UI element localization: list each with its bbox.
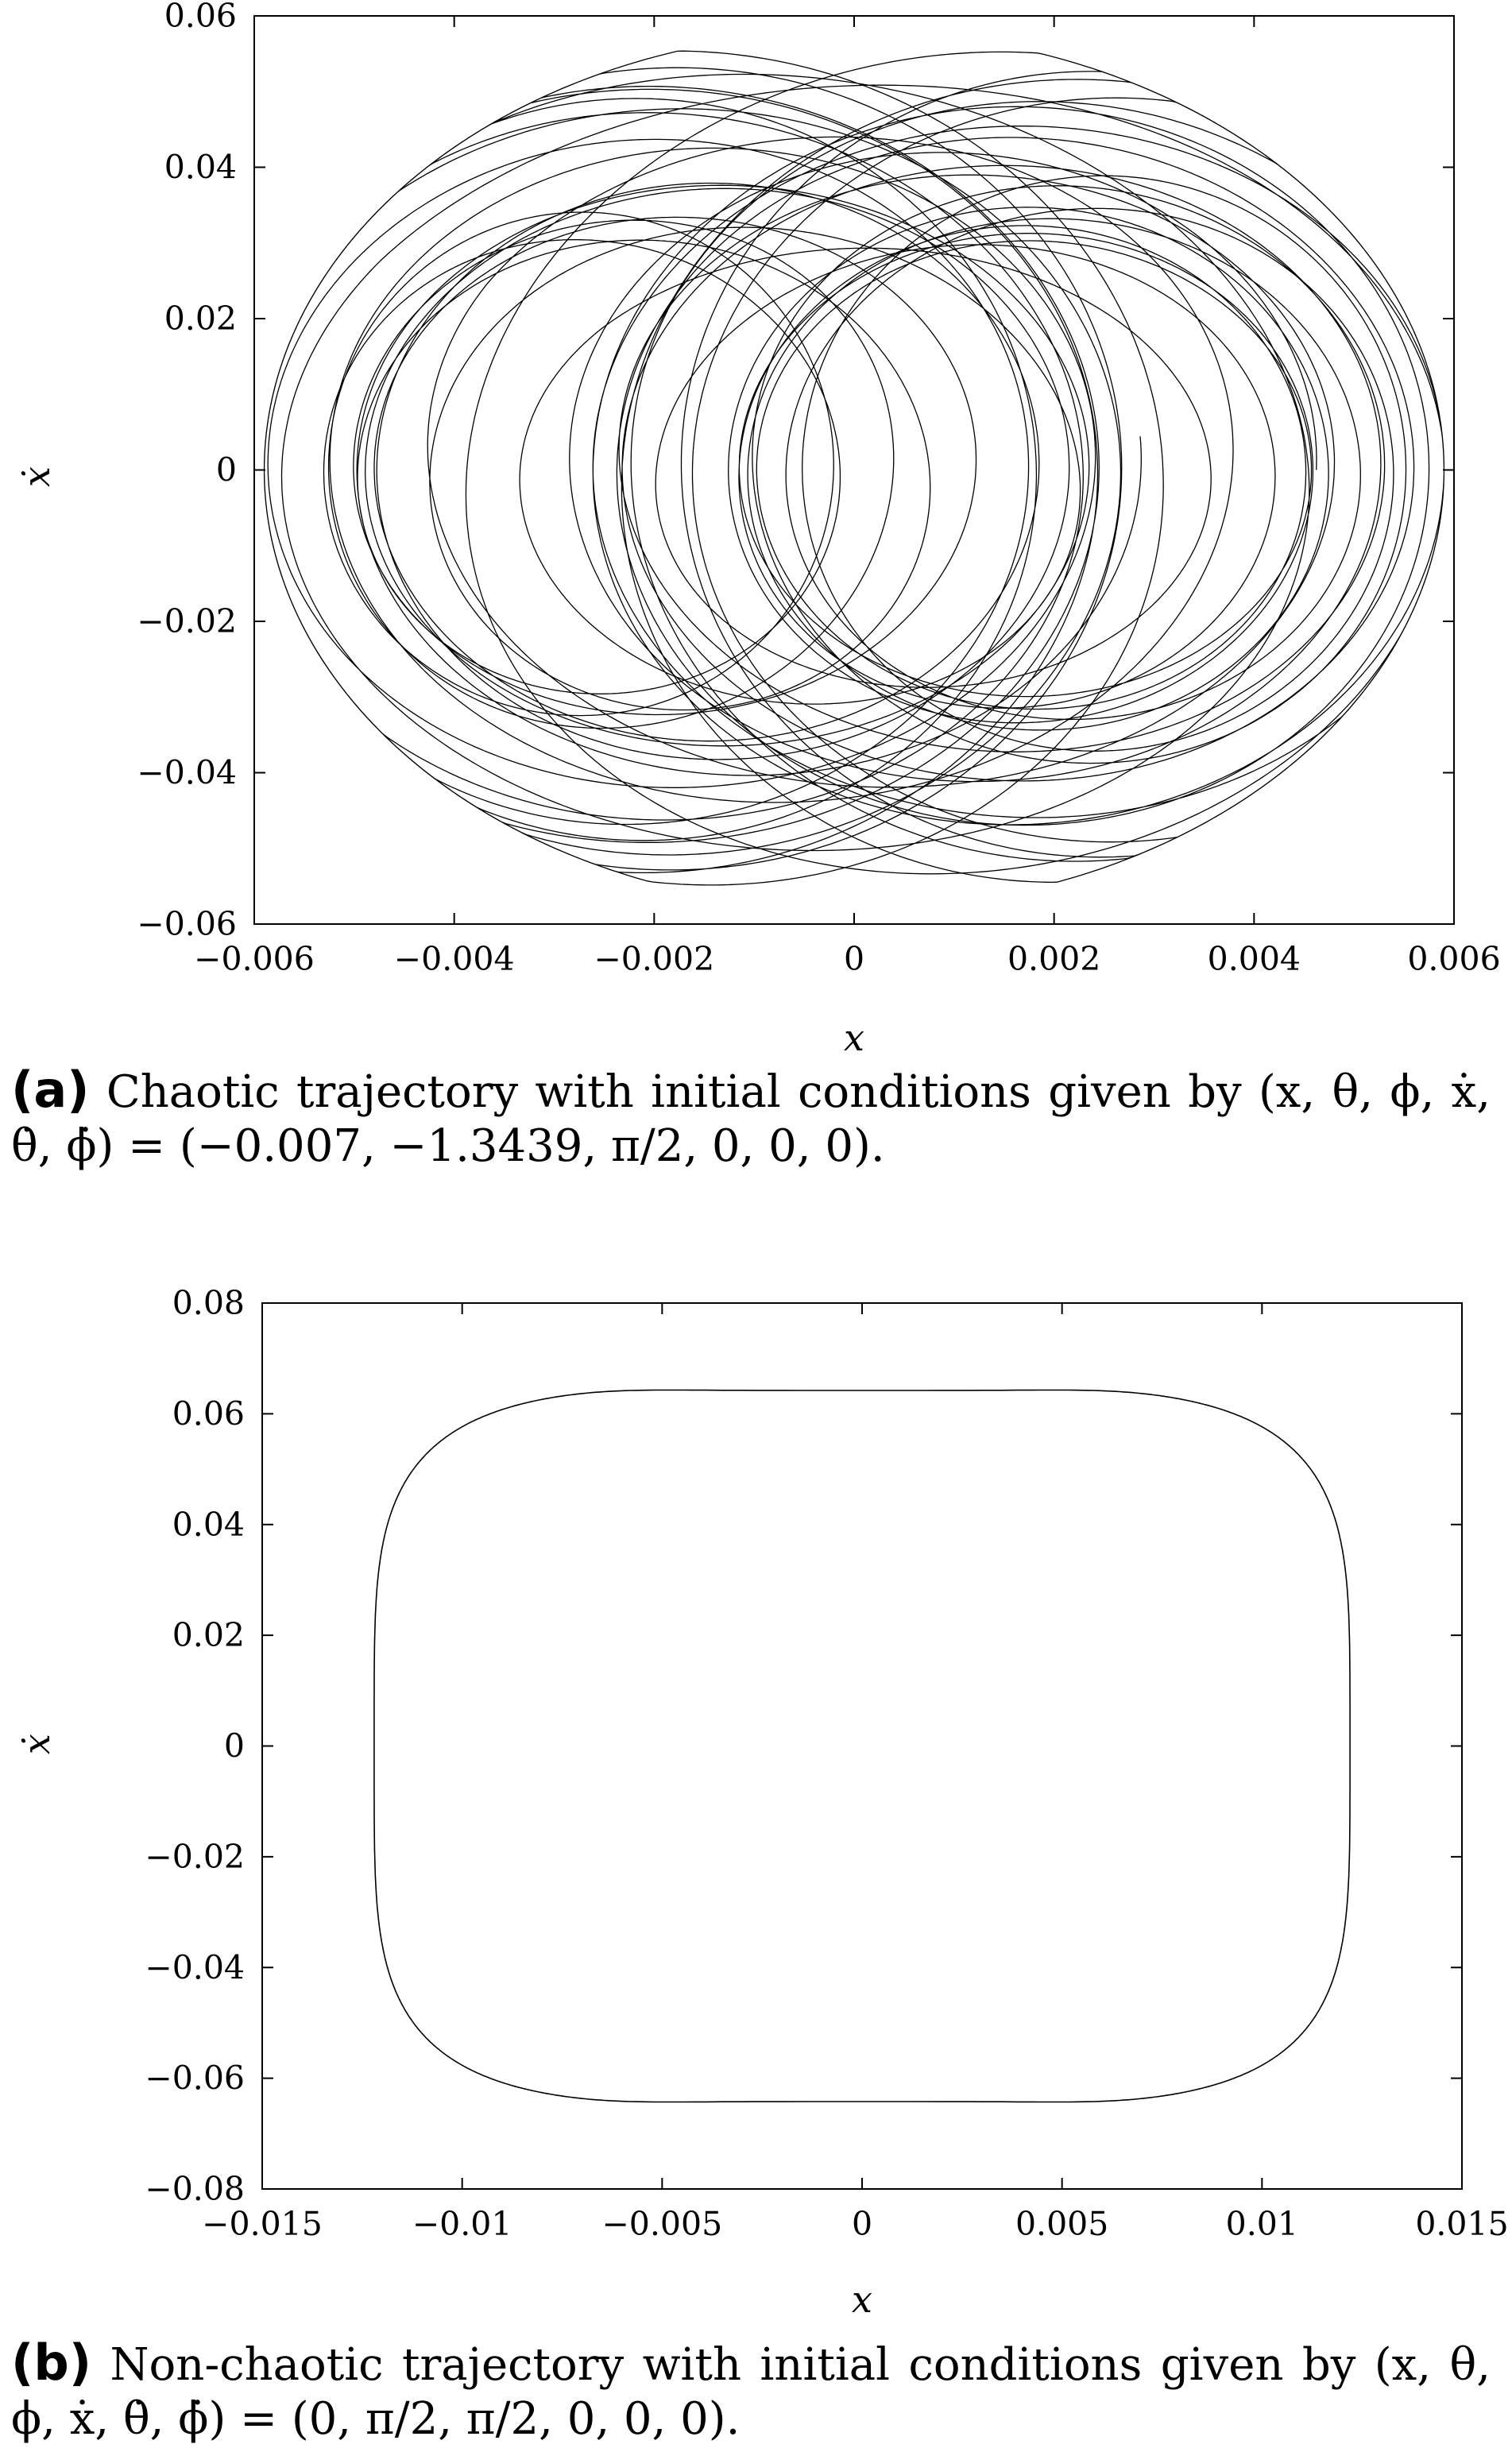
y-axis-label: ẋ (15, 466, 58, 487)
chart-b: −0.015 −0.01 −0.005 0 0.005 0.01 0.015 −0.08−0… (15, 1284, 1509, 2321)
x-ticks: −0.006 −0.004 −0.002 0 0.002 0.004 0.006 (194, 16, 1501, 978)
chart-a: −0.006 −0.004 −0.002 0 0.002 0.004 0.006 −0.06… (15, 0, 1501, 1057)
caption-a: (a) Chaotic trajectory with initial cond… (11, 1063, 1491, 1174)
y-tick-label: −0.08 (145, 2170, 245, 2208)
y-tick-label: −0.06 (145, 2059, 245, 2098)
y-tick-label: 0.08 (172, 1284, 245, 1322)
y-tick-label: 0 (216, 451, 237, 489)
y-tick-label: 0.04 (172, 1506, 245, 1544)
caption-text-a: Chaotic trajectory with initial conditio… (11, 1066, 1491, 1172)
x-tick-label: 0.015 (1415, 2205, 1508, 2243)
x-tick-label: 0.005 (1015, 2205, 1108, 2243)
x-tick-label: −0.006 (194, 940, 315, 978)
x-tick-label: −0.005 (601, 2205, 722, 2243)
y-axis-label: ẋ (15, 1734, 58, 1754)
trajectory (263, 50, 1445, 886)
trajectory-path (263, 50, 1445, 886)
trajectory (373, 1389, 1351, 2103)
x-tick-label: 0.004 (1208, 940, 1301, 978)
x-axis-label: x (852, 2278, 872, 2321)
x-tick-label: −0.015 (202, 2205, 323, 2243)
y-tick-label: 0.06 (172, 1394, 245, 1433)
x-tick-label: −0.01 (412, 2205, 512, 2243)
x-tick-label: 0.006 (1407, 940, 1500, 978)
x-tick-label: −0.002 (594, 940, 714, 978)
y-ticks: −0.06 −0.04 −0.02 0 0.02 0.04 0.06 (137, 0, 1454, 943)
caption-text-b: Non-chaotic trajectory with initial cond… (11, 2339, 1491, 2445)
plot-frame (253, 15, 1455, 925)
y-tick-label: 0 (224, 1727, 245, 1765)
x-tick-label: −0.004 (394, 940, 515, 978)
y-tick-label: 0.04 (164, 149, 237, 187)
x-axis-label: x (844, 1016, 864, 1057)
caption-tag-a: (a) (11, 1061, 90, 1119)
y-tick-label: 0.02 (172, 1616, 245, 1654)
x-tick-label: 0 (852, 2205, 872, 2243)
y-tick-label: 0.06 (164, 0, 237, 35)
y-tick-label: −0.04 (145, 1948, 245, 1986)
y-ticks: −0.08 −0.06 −0.04 −0.02 0 0.02 0.04 0.06 0.08 (145, 1284, 1462, 2208)
x-tick-label: 0.002 (1007, 940, 1100, 978)
caption-b: (b) Non-chaotic trajectory with initial … (11, 2336, 1491, 2446)
y-tick-label: 0.02 (164, 300, 237, 338)
caption-tag-b: (b) (11, 2334, 92, 2392)
x-ticks: −0.015 −0.01 −0.005 0 0.005 0.01 0.015 (202, 1303, 1509, 2243)
trajectory-path (373, 1389, 1351, 2103)
y-tick-label: −0.02 (145, 1838, 245, 1876)
plot-frame (261, 1302, 1463, 2190)
y-tick-label: −0.02 (137, 602, 237, 640)
y-tick-label: −0.04 (137, 754, 237, 792)
x-tick-label: 0 (844, 940, 864, 978)
x-tick-label: 0.01 (1226, 2205, 1298, 2243)
y-tick-label: −0.06 (137, 905, 237, 943)
